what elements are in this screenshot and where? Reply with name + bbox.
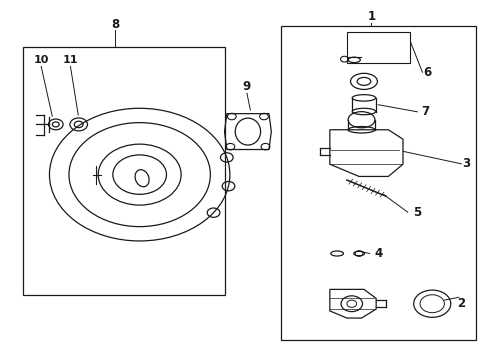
Text: 5: 5: [413, 206, 421, 219]
Text: 10: 10: [33, 55, 49, 65]
Text: 11: 11: [62, 55, 78, 65]
Text: 6: 6: [422, 66, 430, 79]
Bar: [22, 47, 224, 295]
Text: 7: 7: [420, 105, 428, 118]
Text: 3: 3: [461, 157, 469, 170]
Bar: [346, 32, 409, 63]
Text: 4: 4: [374, 247, 382, 260]
Text: 1: 1: [366, 10, 375, 23]
Text: 9: 9: [243, 80, 250, 93]
Text: 8: 8: [111, 18, 119, 31]
Text: 2: 2: [456, 297, 465, 310]
Bar: [281, 26, 475, 339]
